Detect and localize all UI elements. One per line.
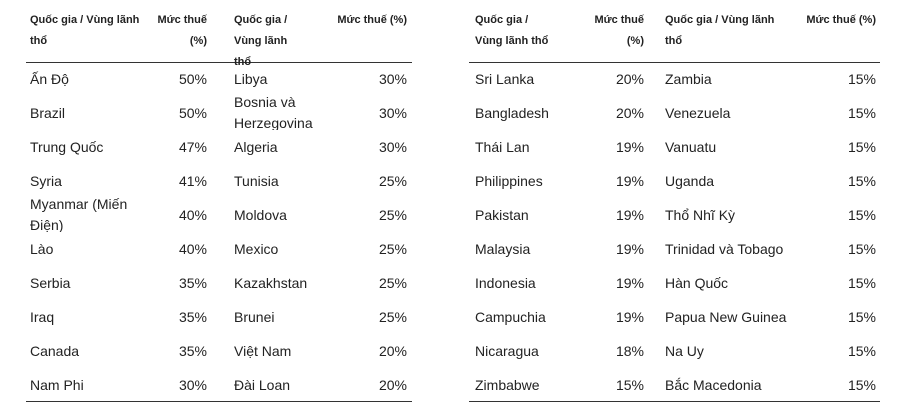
column-header: Mức thuế (%): [806, 14, 876, 26]
country-name: Trung Quốc: [30, 138, 104, 155]
country-name: Thái Lan: [475, 138, 530, 155]
country-name: Campuchia: [475, 308, 546, 325]
country-name: Trinidad và Tobago: [665, 240, 784, 257]
tariff-rate: 15%: [847, 376, 876, 393]
tariff-rate: 15%: [847, 104, 876, 121]
tariff-rate: 15%: [847, 206, 876, 223]
country-name: Brazil: [30, 104, 66, 121]
tariff-rate: 25%: [378, 240, 407, 257]
country-name: Zimbabwe: [475, 376, 540, 393]
tariff-rate: 35%: [178, 274, 207, 291]
header-rule: [26, 62, 412, 63]
country-name: Iraq: [30, 308, 55, 325]
country-name: Uganda: [665, 172, 715, 189]
country-name: Bosnia và Herzegovina: [234, 96, 313, 130]
country-name: Mexico: [234, 240, 279, 257]
country-name: Canada: [30, 342, 80, 359]
country-name: Libya: [234, 70, 268, 87]
tariff-rate: 15%: [847, 70, 876, 87]
country-name: Syria: [30, 172, 62, 189]
country-name: Vanuatu: [665, 138, 717, 155]
tariff-rate: 25%: [378, 172, 407, 189]
tariff-rate: 30%: [378, 104, 407, 121]
tariff-rate: 35%: [178, 308, 207, 325]
tariff-rate: 15%: [615, 376, 644, 393]
tariff-rate: 47%: [178, 138, 207, 155]
tariff-rate: 35%: [178, 342, 207, 359]
tariff-rate: 40%: [178, 206, 207, 223]
tariff-rate: 40%: [178, 240, 207, 257]
column-header: Quốc gia / Vùng lãnh thổ: [665, 14, 775, 47]
header-rule: [469, 62, 880, 63]
tariff-rate: 20%: [378, 376, 407, 393]
tariff-rate: 15%: [847, 172, 876, 189]
country-name: Philippines: [475, 172, 543, 189]
tariff-rate: 25%: [378, 308, 407, 325]
country-name: Algeria: [234, 138, 278, 155]
tariff-rate: 15%: [847, 308, 876, 325]
column-header: Quốc gia / Vùng lãnh thổ: [30, 14, 140, 47]
country-name: Lào: [30, 240, 54, 257]
tariff-rate: 19%: [615, 240, 644, 257]
country-name: Bangladesh: [475, 104, 549, 121]
tariff-rate: 30%: [378, 70, 407, 87]
country-name: Zambia: [665, 70, 712, 87]
tariff-rate: 50%: [178, 104, 207, 121]
country-name: Thổ Nhĩ Kỳ: [665, 206, 736, 223]
bottom-rule: [26, 401, 412, 402]
country-name: Kazakhstan: [234, 274, 308, 291]
country-name: Indonesia: [475, 274, 536, 291]
tariff-rate: 20%: [378, 342, 407, 359]
tariff-rate: 18%: [615, 342, 644, 359]
country-name: Brunei: [234, 308, 275, 325]
country-name: Myanmar (Miến Điện): [30, 198, 128, 232]
tariff-rate: 20%: [615, 104, 644, 121]
tariff-rate: 20%: [615, 70, 644, 87]
country-name: Papua New Guinea: [665, 308, 787, 325]
column-header: Mức thuế (%): [337, 14, 407, 26]
country-name: Moldova: [234, 206, 287, 223]
column-header: Quốc gia / Vùng lãnh thổ: [234, 14, 288, 68]
tariff-rate: 25%: [378, 206, 407, 223]
tariff-rate: 41%: [178, 172, 207, 189]
tariff-rate: 19%: [615, 172, 644, 189]
country-name: Malaysia: [475, 240, 531, 257]
bottom-rule: [469, 401, 880, 402]
tariff-rate: 30%: [378, 138, 407, 155]
column-header: Quốc gia / Vùng lãnh thổ: [475, 14, 549, 47]
tariff-rate: 15%: [847, 138, 876, 155]
country-name: Bắc Macedonia: [665, 376, 762, 393]
column-header: Mức thuế (%): [157, 14, 207, 47]
country-name: Sri Lanka: [475, 70, 535, 87]
country-name: Ấn Độ: [30, 70, 69, 87]
tariff-rate: 19%: [615, 274, 644, 291]
column-header: Mức thuế (%): [594, 14, 644, 47]
tariff-rate: 50%: [178, 70, 207, 87]
tariff-rate: 15%: [847, 342, 876, 359]
tariff-rate: 15%: [847, 240, 876, 257]
tariff-rate: 19%: [615, 138, 644, 155]
tariff-rate: 19%: [615, 308, 644, 325]
country-name: Hàn Quốc: [665, 274, 729, 291]
tariff-rate: 19%: [615, 206, 644, 223]
country-name: Venezuela: [665, 104, 731, 121]
country-name: Pakistan: [475, 206, 529, 223]
country-name: Tunisia: [234, 172, 279, 189]
country-name: Na Uy: [665, 342, 704, 359]
country-name: Đài Loan: [234, 376, 291, 393]
country-name: Nam Phi: [30, 376, 84, 393]
tariff-rate: 30%: [178, 376, 207, 393]
country-name: Serbia: [30, 274, 71, 291]
country-name: Việt Nam: [234, 342, 292, 359]
tariff-rate: 25%: [378, 274, 407, 291]
country-name: Nicaragua: [475, 342, 539, 359]
tariff-rate: 15%: [847, 274, 876, 291]
